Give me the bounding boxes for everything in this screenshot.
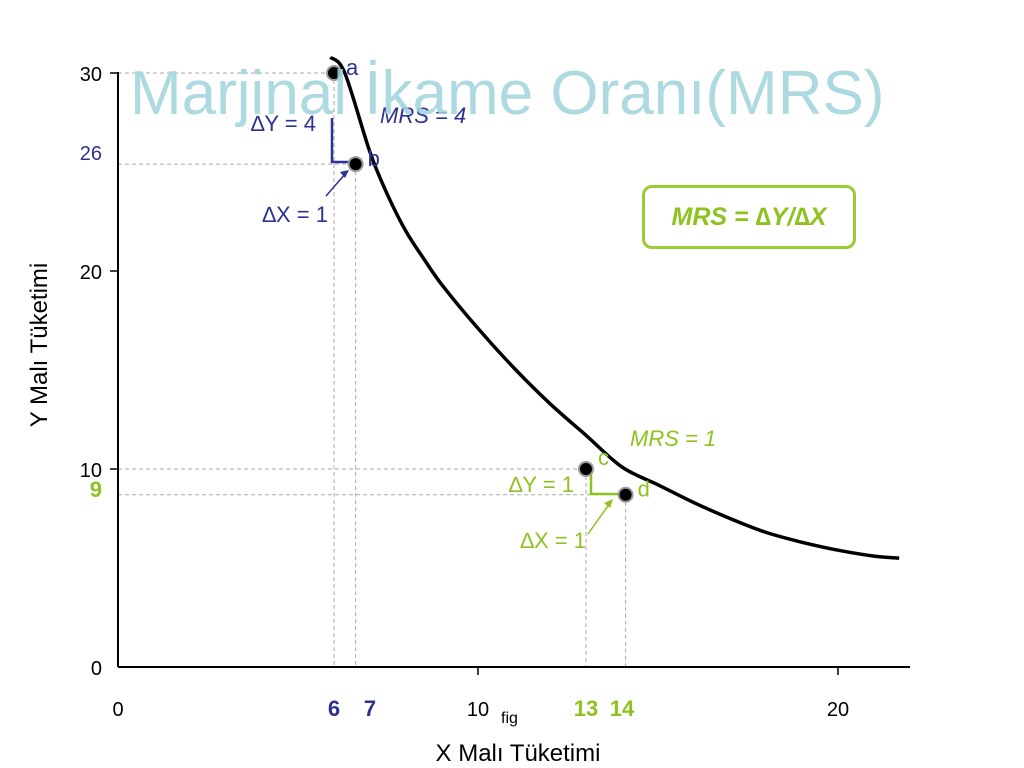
blue-dx-arrowhead [340, 170, 349, 178]
point-a [326, 65, 342, 81]
y-tick-label: 20 [80, 262, 102, 284]
blue-step-bracket [330, 118, 352, 164]
mrs-formula-box: MRS = ∆Y/∆X [642, 185, 856, 249]
point-label-b: b [368, 146, 380, 171]
point-label-c: c [598, 445, 609, 470]
mrs-green-label: MRS = 1 [630, 426, 716, 451]
x-tick-label: 14 [610, 696, 635, 721]
ylabel: Y Malı Tüketimi [26, 263, 53, 428]
indifference-curve [329, 55, 900, 560]
x-tick-label: 13 [574, 696, 598, 721]
point-label-a: a [346, 55, 359, 80]
point-b [347, 156, 364, 173]
dy-blue-label: ∆Y = 4 [251, 111, 316, 136]
dx-green-label: ∆X = 1 [521, 528, 586, 553]
x-tick-label: 20 [827, 699, 849, 721]
green-dx-arrowhead [604, 499, 613, 508]
dx-blue-label: ∆X = 1 [263, 202, 328, 227]
point-label-d: d [638, 477, 650, 502]
point-c [578, 461, 594, 477]
guide-lines [118, 72, 627, 667]
dy-green-label: ∆Y = 1 [509, 472, 574, 497]
indifference-curve-layer [329, 55, 900, 560]
y-tick-label: 26 [80, 143, 102, 165]
y-tick-label: 9 [90, 477, 102, 502]
green-dx-arrow [587, 502, 611, 535]
x-tick-label: 6 [328, 696, 340, 721]
x-tick-label: 0 [112, 699, 123, 721]
y-tick-label: 30 [80, 64, 102, 86]
points: a b c d [326, 55, 650, 503]
point-d [617, 486, 634, 503]
xlabel: X Malı Tüketimi [436, 740, 601, 767]
axes [117, 72, 910, 668]
x-tick-label: 10 [467, 699, 489, 721]
y-tick-label: 10 [80, 460, 102, 482]
x-tick-label: 7 [364, 696, 376, 721]
x-axis-annotation: fig [501, 710, 518, 727]
blue-dx-arrow [325, 172, 347, 197]
mrs-blue-label: MRS = 4 [380, 103, 466, 128]
y-tick-label: 0 [91, 658, 102, 680]
